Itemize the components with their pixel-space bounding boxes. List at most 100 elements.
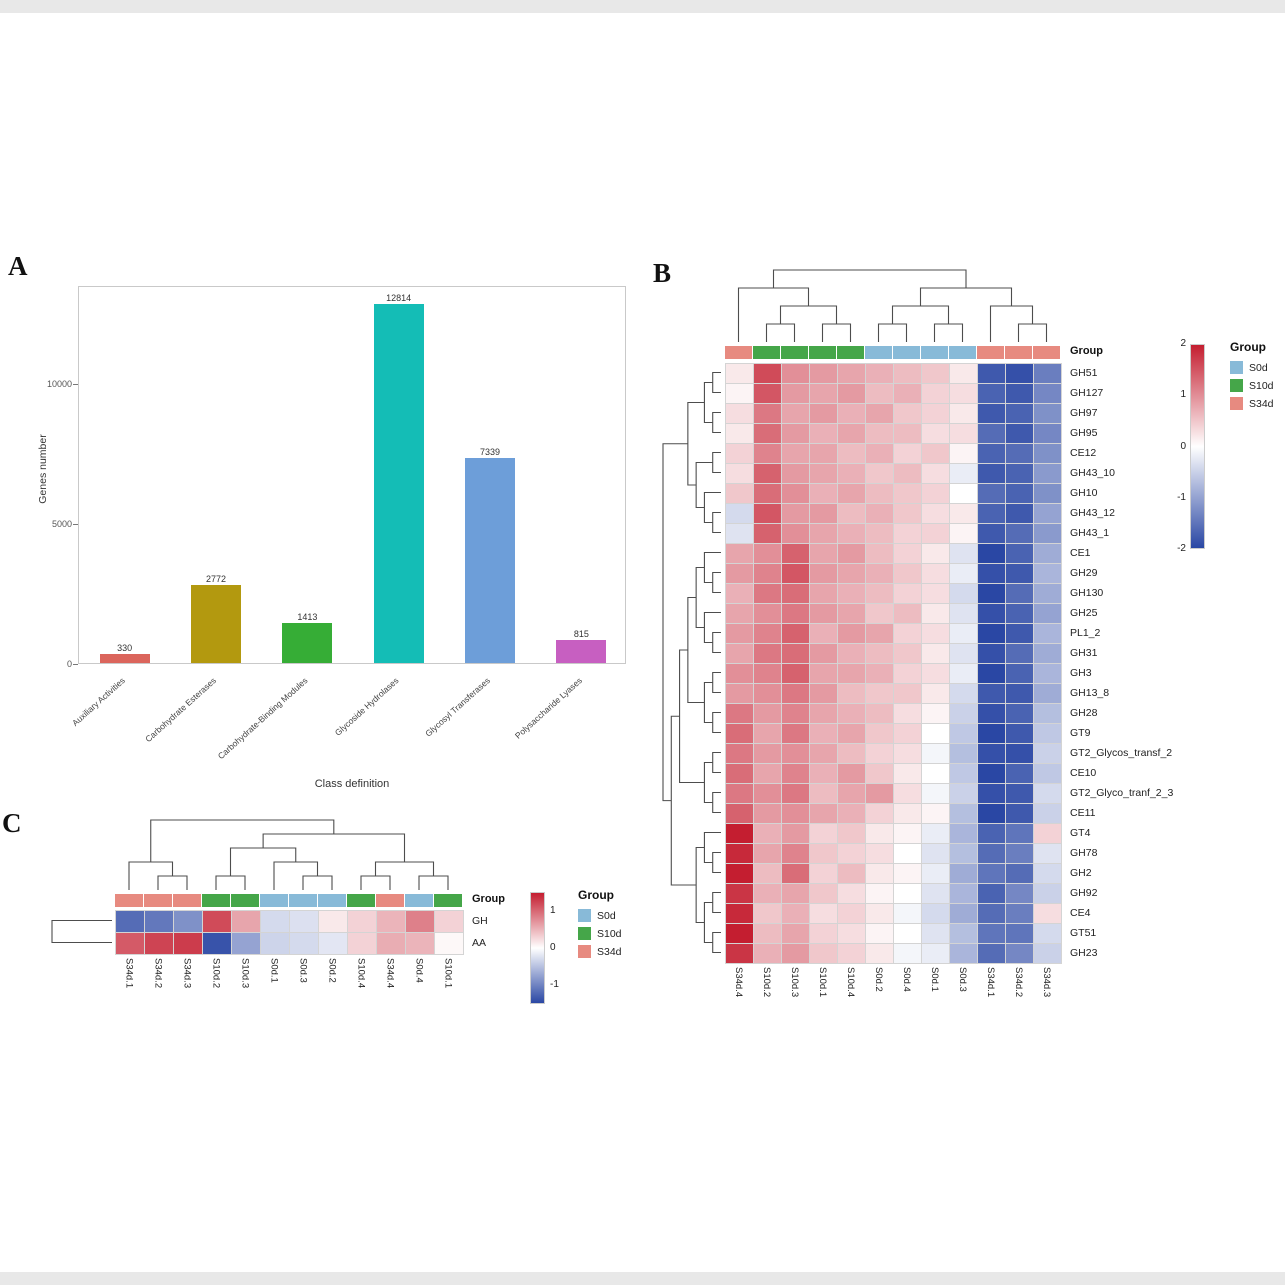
heatmap-cell: [950, 644, 977, 663]
heatmap-cell: [838, 724, 865, 743]
heatmap-cell: [261, 911, 289, 932]
heatmap-cell: [406, 933, 434, 954]
heatmap-cell: [782, 484, 809, 503]
heatmap-cell: [726, 544, 753, 563]
heatmap-cell: [894, 524, 921, 543]
heatmap-cell: [1034, 784, 1061, 803]
heatmap-cell: [1034, 364, 1061, 383]
legend-item: S0d: [1230, 361, 1274, 374]
heatmap-cell: [978, 684, 1005, 703]
heatmap-cell: [754, 644, 781, 663]
heatmap-cell: [754, 904, 781, 923]
bar-value-label: 1413: [297, 612, 318, 623]
heatmap-cell: [1034, 944, 1061, 963]
heatmap-cell: [838, 904, 865, 923]
colorbar-tick-label: 1: [1180, 389, 1186, 401]
heatmap-cell: [1034, 804, 1061, 823]
heatmap-cell: [866, 624, 893, 643]
bar-carbohydrate-binding-modules: [282, 623, 333, 663]
heatmap-cell: [174, 933, 202, 954]
heatmap-cell: [726, 624, 753, 643]
heatmap-cell: [922, 504, 949, 523]
heatmap-cell: [838, 384, 865, 403]
heatmap-cell: [866, 804, 893, 823]
heatmap-cell: [1034, 564, 1061, 583]
group-annotation-cell: [231, 894, 259, 907]
heatmap-cell: [782, 684, 809, 703]
heatmap-cell: [782, 604, 809, 623]
group-annotation-cell: [289, 894, 317, 907]
heatmap-cell: [1034, 424, 1061, 443]
heatmap-cell: [922, 684, 949, 703]
heatmap-cell: [950, 604, 977, 623]
heatmap-cell: [922, 464, 949, 483]
row-label: PL1_2: [1070, 626, 1101, 639]
row-label: GH29: [1070, 566, 1098, 579]
group-legend-items: S0d S10d S34d: [1230, 361, 1274, 410]
heatmap-cell: [754, 724, 781, 743]
heatmap-cell: [922, 444, 949, 463]
heatmap-cell: [726, 444, 753, 463]
legend-color-swatch: [578, 927, 591, 940]
heatmap-cell: [1006, 804, 1033, 823]
heatmap-colorbar: [530, 892, 545, 1004]
group-annotation-cell: [725, 346, 752, 359]
heatmap-cell: [754, 824, 781, 843]
heatmap-cell: [782, 804, 809, 823]
heatmap-cell: [978, 624, 1005, 643]
heatmap-cell: [978, 824, 1005, 843]
column-label: S0d.1: [268, 958, 280, 983]
bar-plot-area: 330 2772 1413 12814 7339 815: [78, 286, 626, 664]
row-label: GH28: [1070, 706, 1098, 719]
y-tick-mark: [73, 384, 78, 385]
heatmap-cell: [866, 704, 893, 723]
heatmap-cell: [435, 911, 463, 932]
heatmap-cell: [894, 624, 921, 643]
heatmap-cell: [978, 464, 1005, 483]
heatmap-colorbar: [1190, 344, 1205, 549]
heatmap-cell: [922, 804, 949, 823]
bar-value-label: 12814: [386, 293, 412, 304]
row-label: GT2_Glycos_transf_2: [1070, 746, 1173, 759]
legend-item: S10d: [1230, 379, 1274, 392]
row-label: GH127: [1070, 386, 1104, 399]
heatmap-cell: [754, 404, 781, 423]
heatmap-cell: [726, 604, 753, 623]
heatmap-cell: [1034, 464, 1061, 483]
colorbar-tick-label: -1: [1177, 491, 1186, 503]
heatmap-cell: [754, 944, 781, 963]
heatmap-cell: [1034, 664, 1061, 683]
heatmap-cell: [116, 911, 144, 932]
legend-label: S34d: [597, 945, 622, 958]
heatmap-cell: [978, 644, 1005, 663]
heatmap-cell: [866, 604, 893, 623]
bar-x-axis-title: Class definition: [314, 778, 390, 790]
heatmap-cell: [950, 564, 977, 583]
heatmap-cell: [1006, 824, 1033, 843]
heatmap-cell: [754, 684, 781, 703]
heatmap-cell: [1006, 604, 1033, 623]
heatmap-cell: [894, 844, 921, 863]
heatmap-cell: [726, 504, 753, 523]
heatmap-cell: [782, 544, 809, 563]
heatmap-cell: [978, 864, 1005, 883]
heatmap-cell: [978, 784, 1005, 803]
heatmap-cell: [838, 444, 865, 463]
group-annotation-cell: [977, 346, 1004, 359]
heatmap-cell: [810, 744, 837, 763]
heatmap-cell: [922, 884, 949, 903]
row-label: CE12: [1070, 446, 1097, 459]
heatmap-cell: [1006, 784, 1033, 803]
heatmap-cell: [810, 384, 837, 403]
heatmap-cell: [1034, 924, 1061, 943]
heatmap-cell: [782, 844, 809, 863]
heatmap-cell: [950, 764, 977, 783]
heatmap-cell: [894, 764, 921, 783]
heatmap-cell: [978, 424, 1005, 443]
heatmap-cell: [978, 364, 1005, 383]
y-tick-mark: [73, 524, 78, 525]
heatmap-cell: [950, 504, 977, 523]
heatmap-cell: [726, 404, 753, 423]
heatmap-cell: [754, 764, 781, 783]
heatmap-cell: [782, 724, 809, 743]
